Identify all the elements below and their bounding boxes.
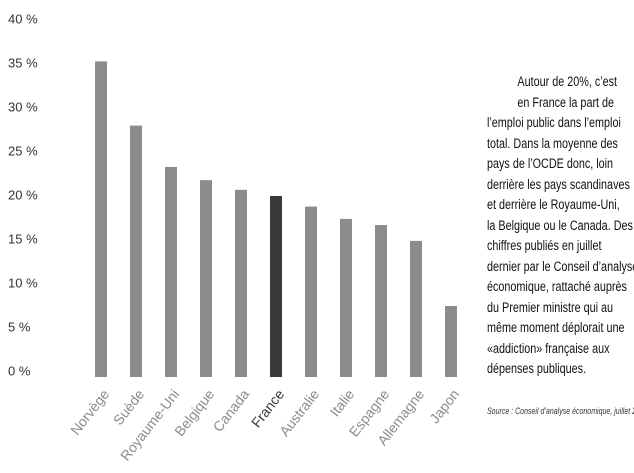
- y-tick-label: 25 %: [8, 143, 38, 158]
- annotation: Autour de 20%, c’est en France la part de…: [487, 72, 634, 380]
- annotation-line: dépenses publiques.: [487, 361, 587, 376]
- annotation-line: chiffres publiés en juillet: [487, 238, 602, 253]
- bar: [165, 166, 177, 377]
- x-tick-label: Italie: [326, 386, 357, 419]
- annotation-line: pays de l’OCDE donc, loin: [487, 156, 614, 171]
- annotation-line: et derrière le Royaume-Uni,: [487, 197, 620, 212]
- annotation-line: «addiction» française aux: [487, 340, 610, 356]
- bar: [340, 218, 352, 377]
- bar: [130, 125, 142, 377]
- annotation-line: l’emploi public dans l’emploi: [487, 115, 621, 130]
- x-tick-label: Canada: [209, 386, 252, 435]
- y-tick-label: 5 %: [8, 319, 31, 334]
- annotation-line: en France la part de: [517, 94, 615, 110]
- bar: [270, 196, 282, 377]
- bar: [200, 180, 212, 377]
- y-tick-label: 15 %: [8, 231, 38, 246]
- y-tick-label: 10 %: [8, 275, 38, 290]
- bar: [95, 61, 107, 378]
- annotation-line: total. Dans la moyenne des: [487, 135, 618, 151]
- y-tick-label: 0 %: [8, 363, 31, 378]
- bar: [445, 306, 457, 377]
- source: Source : Conseil d’analyse économique, j…: [487, 406, 634, 416]
- annotation-line: même moment déplorait une: [487, 320, 625, 335]
- y-tick-label: 40 %: [8, 11, 38, 26]
- y-tick-label: 30 %: [8, 99, 38, 114]
- annotation-line: la Belgique ou le Canada. Des: [487, 217, 633, 233]
- annotation-line: économique, rattaché auprès: [487, 279, 627, 294]
- annotation-line: Autour de 20%, c’est: [517, 74, 618, 89]
- annotation-line: du Premier ministre qui au: [487, 299, 614, 315]
- bar: [305, 206, 317, 377]
- bar: [375, 225, 387, 377]
- x-tick-label: Norvège: [67, 386, 112, 438]
- annotation-line: derrière les pays scandinaves: [487, 176, 630, 192]
- bar: [235, 189, 247, 377]
- y-tick-label: 20 %: [8, 187, 38, 202]
- chart: 0 % 5 % 10 % 15 % 20 % 25 % 30 % 35 % 40 % Norvèg…: [8, 11, 462, 463]
- x-tick-label: Japon: [426, 386, 462, 426]
- annotation-line: dernier par le Conseil d’analyse: [487, 258, 634, 274]
- bar: [410, 240, 422, 377]
- y-tick-label: 35 %: [8, 55, 38, 70]
